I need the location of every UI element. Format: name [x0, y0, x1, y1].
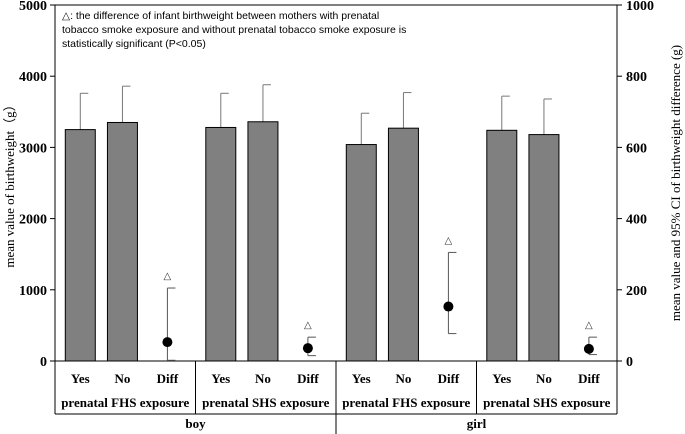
category-label: Diff	[297, 371, 319, 386]
category-label: No	[114, 371, 130, 386]
left-tick-label: 1000	[19, 284, 47, 299]
right-tick-label: 400	[626, 213, 647, 228]
significance-note-line-1: △: the difference of infant birthweight …	[62, 10, 379, 22]
category-label: Yes	[71, 371, 90, 386]
significance-marker: △	[164, 271, 172, 282]
exposure-group-label: prenatal FHS exposure	[61, 395, 189, 410]
left-y-axis-title: mean value of birthweight（g）	[2, 98, 17, 267]
diff-point	[443, 301, 454, 312]
exposure-group-label: prenatal SHS exposure	[202, 395, 330, 410]
left-tick-label: 3000	[19, 141, 47, 156]
right-axis-ticks: 0 200 400 600 800 1000	[617, 0, 654, 370]
significance-note-line-2: tobacco smoke exposure and without prena…	[62, 24, 406, 36]
right-y-axis-title: mean value and 95% CI of birthweight dif…	[668, 45, 683, 321]
sex-label: girl	[467, 416, 487, 431]
category-label: No	[255, 371, 271, 386]
bar	[64, 129, 96, 362]
category-label: Yes	[492, 371, 511, 386]
bar	[387, 127, 419, 362]
bar	[345, 144, 377, 362]
category-label: No	[536, 371, 552, 386]
diff-point	[302, 343, 313, 354]
significance-marker: △	[445, 235, 453, 246]
sex-label: boy	[185, 416, 206, 431]
left-tick-label: 5000	[19, 0, 47, 14]
bars-layer	[64, 84, 560, 362]
bar	[106, 121, 138, 362]
exposure-group-label: prenatal FHS exposure	[342, 395, 470, 410]
exposure-group-label: prenatal SHS exposure	[483, 395, 611, 410]
right-tick-label: 800	[626, 70, 647, 85]
left-tick-label: 2000	[19, 213, 47, 228]
category-label: No	[395, 371, 411, 386]
diff-point	[583, 343, 594, 354]
category-label: Yes	[211, 371, 230, 386]
bar	[486, 129, 518, 362]
differences-layer: △ △ △ △	[162, 235, 597, 361]
bar	[205, 126, 237, 362]
left-tick-label: 0	[40, 355, 47, 370]
right-tick-label: 1000	[626, 0, 654, 14]
right-tick-label: 600	[626, 141, 647, 156]
right-tick-label: 200	[626, 284, 647, 299]
category-label: Diff	[157, 371, 179, 386]
left-tick-label: 4000	[19, 70, 47, 85]
bar	[247, 121, 279, 362]
right-tick-label: 0	[626, 355, 633, 370]
diff-point	[162, 337, 173, 348]
significance-marker: △	[585, 320, 593, 331]
significance-note-line-3: statistically significant (P<0.05)	[62, 38, 206, 50]
bar	[528, 134, 560, 362]
category-label: Yes	[352, 371, 371, 386]
category-label: Diff	[578, 371, 600, 386]
significance-marker: △	[304, 320, 312, 331]
x-axis-labels: Yes No Diff prenatal FHS exposure Yes No Diff p…	[54, 361, 618, 434]
category-label: Diff	[438, 371, 460, 386]
left-axis-ticks: 0 1000 2000 3000 4000 5000	[19, 0, 55, 370]
